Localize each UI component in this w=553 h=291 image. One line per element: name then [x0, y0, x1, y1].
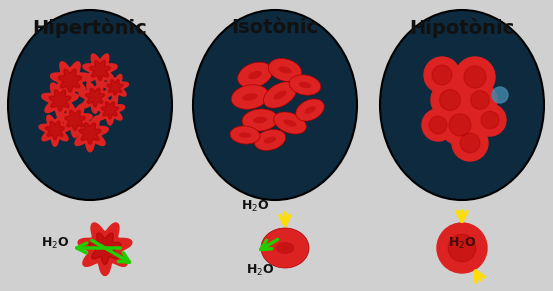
Circle shape	[424, 57, 460, 93]
Polygon shape	[45, 121, 65, 140]
Polygon shape	[50, 62, 90, 100]
Ellipse shape	[8, 10, 172, 200]
Circle shape	[429, 116, 447, 134]
Ellipse shape	[239, 132, 251, 138]
Ellipse shape	[274, 112, 306, 134]
Ellipse shape	[284, 119, 296, 127]
Circle shape	[460, 133, 480, 153]
Ellipse shape	[296, 99, 324, 121]
Polygon shape	[58, 104, 92, 137]
Polygon shape	[79, 82, 111, 113]
Circle shape	[448, 234, 476, 262]
Circle shape	[431, 81, 469, 119]
Text: H$_2$O: H$_2$O	[246, 262, 274, 278]
Circle shape	[463, 83, 497, 117]
Ellipse shape	[268, 58, 302, 81]
Ellipse shape	[242, 93, 258, 101]
Polygon shape	[49, 90, 71, 111]
Text: Hipotònic: Hipotònic	[409, 18, 515, 38]
Ellipse shape	[274, 91, 286, 100]
Circle shape	[449, 114, 471, 136]
Circle shape	[452, 125, 488, 161]
Polygon shape	[39, 115, 71, 146]
Polygon shape	[102, 74, 128, 101]
Polygon shape	[79, 123, 101, 144]
Circle shape	[432, 65, 452, 85]
Ellipse shape	[263, 82, 296, 108]
Polygon shape	[58, 69, 82, 92]
Polygon shape	[101, 102, 119, 119]
Circle shape	[440, 90, 461, 111]
Polygon shape	[65, 111, 85, 130]
Ellipse shape	[253, 117, 267, 123]
Ellipse shape	[248, 71, 262, 79]
Ellipse shape	[304, 106, 316, 114]
Circle shape	[437, 223, 487, 273]
Ellipse shape	[289, 75, 321, 95]
Ellipse shape	[380, 10, 544, 200]
Ellipse shape	[193, 10, 357, 200]
Polygon shape	[89, 233, 121, 265]
Polygon shape	[86, 88, 105, 107]
Text: H$_2$O: H$_2$O	[241, 198, 269, 214]
Circle shape	[481, 111, 499, 129]
Polygon shape	[95, 96, 124, 125]
Polygon shape	[41, 83, 79, 119]
Text: H$_2$O: H$_2$O	[448, 235, 476, 251]
Text: H$_2$O: H$_2$O	[41, 235, 69, 251]
Circle shape	[492, 87, 508, 103]
Circle shape	[471, 91, 489, 109]
Polygon shape	[107, 79, 123, 95]
Ellipse shape	[275, 242, 295, 254]
Text: Hipertònic: Hipertònic	[33, 18, 148, 38]
Polygon shape	[72, 116, 108, 152]
Ellipse shape	[231, 85, 269, 109]
Circle shape	[464, 66, 486, 88]
Ellipse shape	[264, 137, 276, 143]
Polygon shape	[90, 61, 110, 81]
Circle shape	[440, 105, 480, 145]
Text: Isotònic: Isotònic	[232, 18, 319, 37]
Ellipse shape	[278, 66, 291, 74]
Polygon shape	[78, 223, 132, 276]
Ellipse shape	[299, 82, 311, 88]
Circle shape	[422, 109, 454, 141]
Circle shape	[455, 57, 495, 97]
Circle shape	[474, 104, 506, 136]
Ellipse shape	[230, 126, 260, 144]
Ellipse shape	[238, 62, 273, 88]
Polygon shape	[83, 54, 117, 88]
Ellipse shape	[254, 129, 286, 150]
Ellipse shape	[242, 109, 278, 131]
Ellipse shape	[261, 228, 309, 268]
